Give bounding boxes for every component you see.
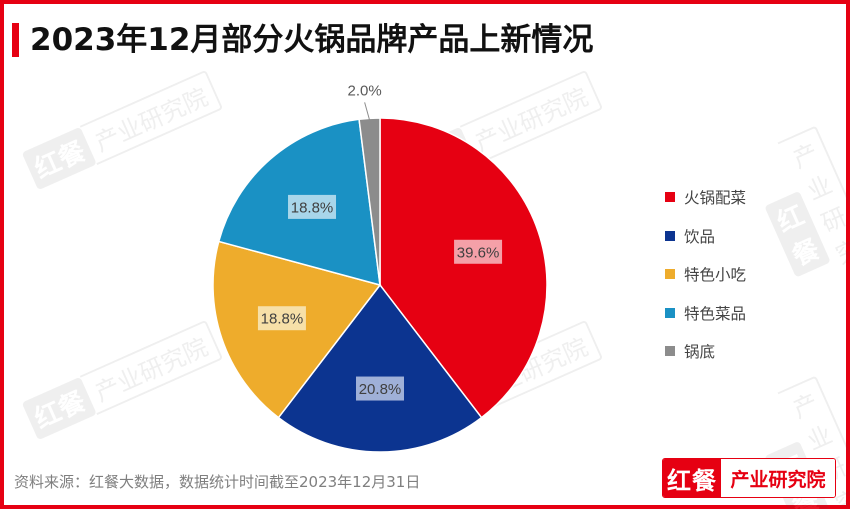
slice-drinks	[277, 283, 483, 453]
brand-logo: 红餐 产业研究院	[662, 458, 836, 498]
legend-label: 饮品	[684, 227, 716, 246]
legend-item-specialty-dishes: 特色菜品	[665, 294, 746, 333]
legend-swatch	[665, 192, 675, 203]
legend-label: 特色小吃	[684, 266, 747, 285]
legend-label: 锅底	[684, 343, 716, 362]
chart-title: 2023年12月部分火锅品牌产品上新情况	[30, 22, 594, 58]
legend-label: 火锅配菜	[684, 189, 747, 208]
legend-item-hotpot-sides: 火锅配菜	[665, 178, 746, 217]
legend: 火锅配菜 饮品 特色小吃 特色菜品 锅底	[665, 178, 746, 371]
data-label-background	[454, 239, 503, 264]
brand-logo-text: 产业研究院	[721, 459, 835, 497]
pie-slices	[212, 117, 548, 453]
data-label: 18.8%	[261, 311, 304, 328]
brand-logo-mark: 红餐	[663, 459, 721, 497]
legend-item-soup-base: 锅底	[665, 332, 746, 371]
legend-swatch	[665, 230, 675, 241]
data-label: 2.0%	[348, 82, 382, 99]
source-note: 资料来源：红餐大数据，数据统计时间截至2023年12月31日	[14, 473, 421, 491]
data-label: 18.8%	[291, 199, 334, 216]
data-label-background	[257, 306, 306, 331]
leader-line	[364, 102, 371, 121]
title-accent-bar	[12, 23, 19, 57]
pie-labels: 39.6% 20.8% 18.8% 18.8% 2.0%	[257, 82, 503, 401]
data-label: 39.6%	[457, 244, 500, 261]
legend-label: 特色菜品	[684, 304, 747, 323]
legend-swatch	[665, 307, 675, 318]
legend-swatch	[665, 269, 675, 280]
data-label-background	[288, 194, 337, 219]
legend-swatch	[665, 346, 675, 357]
legend-item-drinks: 饮品	[665, 217, 746, 256]
data-label-background	[356, 376, 404, 401]
legend-item-snacks: 特色小吃	[665, 255, 746, 294]
data-label: 20.8%	[359, 381, 402, 398]
slice-hotpot-sides	[379, 117, 548, 419]
